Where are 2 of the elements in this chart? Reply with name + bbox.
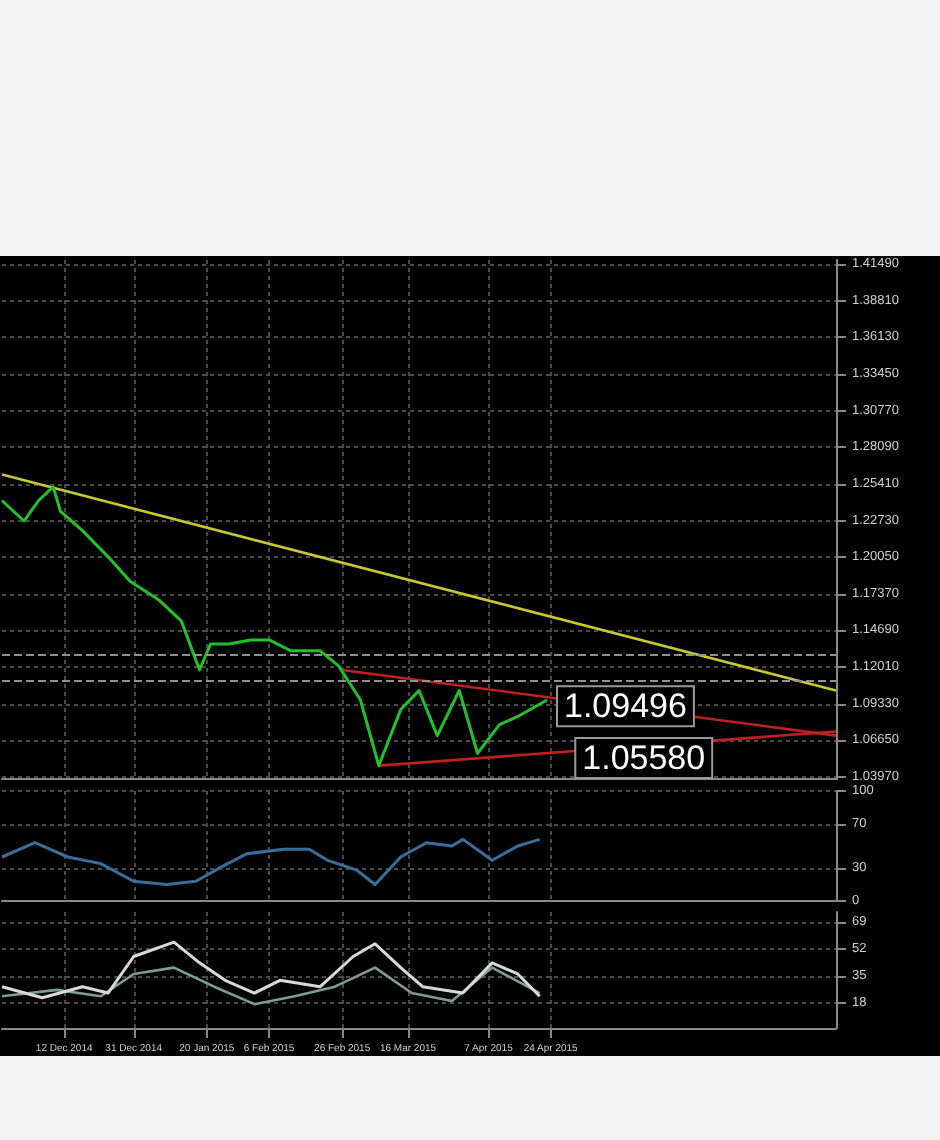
annotation: 1.09496 (564, 687, 687, 726)
annotation: 1.05580 (582, 739, 706, 777)
